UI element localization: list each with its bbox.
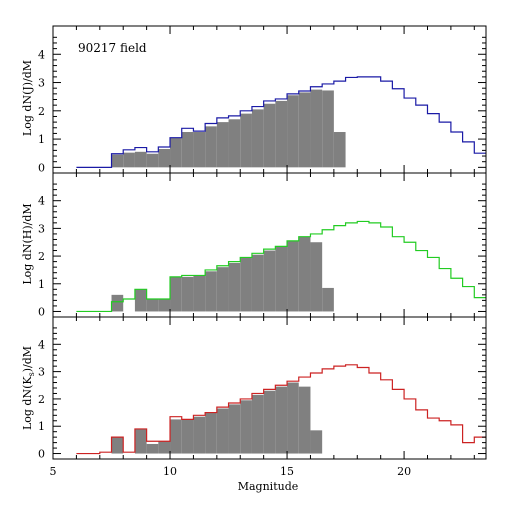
histogram-bar — [170, 419, 182, 454]
histogram-bar — [298, 92, 311, 168]
histogram-bar — [333, 132, 346, 168]
histogram-bar — [310, 89, 323, 168]
y-tick-label: 0 — [38, 161, 45, 174]
histogram-bar — [134, 289, 147, 312]
y-axis-label-ks-main: Log dN(K — [21, 376, 34, 430]
y-tick-label: 3 — [38, 222, 45, 235]
y-tick-label: 1 — [38, 278, 45, 291]
histogram-bar — [298, 386, 311, 454]
histogram-bar — [275, 246, 288, 312]
panel-j-band: 90217 field Log dN(J)/dM 0 1 2 3 4 — [21, 25, 487, 174]
histogram-bar — [228, 119, 241, 168]
histogram-bar — [111, 437, 124, 454]
histogram-bar — [275, 386, 288, 454]
x-tick-label: 20 — [397, 465, 411, 478]
y-tick-label: 2 — [38, 250, 45, 263]
panel-title: 90217 field — [78, 41, 147, 55]
histogram-bar — [298, 236, 311, 312]
x-tick-label: 5 — [50, 465, 57, 478]
y-axis-label-ks-sub: s — [27, 372, 36, 376]
histogram-bar — [216, 267, 229, 312]
histogram-bar — [193, 416, 206, 454]
histogram-bar — [158, 299, 171, 312]
x-axis-label: Magnitude — [238, 480, 299, 493]
histogram-bar — [216, 408, 229, 454]
y-tick-label: 0 — [38, 448, 45, 461]
histogram-bar — [287, 382, 299, 454]
y-axis-label-ks: Log dN(Ks)/dM — [21, 346, 36, 430]
histogram-bar — [240, 113, 252, 168]
histogram-bar — [275, 100, 288, 168]
histogram-bar — [263, 103, 276, 168]
histogram-bar — [158, 441, 171, 454]
histogram-bar — [158, 148, 171, 168]
y-tick-label: 4 — [38, 195, 45, 208]
y-tick-label: 0 — [38, 305, 45, 318]
y-axis-label-j: Log dN(J)/dM — [21, 60, 34, 136]
x-tick-label: 15 — [280, 465, 294, 478]
y-tick-label: 2 — [38, 393, 45, 406]
y-tick-label: 4 — [38, 48, 45, 61]
histogram-bar — [146, 153, 159, 168]
histogram-bar — [310, 430, 323, 454]
histogram-bar — [228, 404, 241, 454]
histogram-bar — [170, 137, 182, 168]
x-tick-label: 10 — [163, 465, 177, 478]
histogram-bar — [205, 412, 217, 454]
histogram-bar — [170, 276, 182, 312]
histogram-bar — [240, 257, 252, 312]
histogram-bar — [216, 122, 229, 168]
histogram-bar — [134, 151, 147, 168]
histogram-bar — [251, 394, 264, 454]
histogram-bar — [134, 428, 147, 454]
histogram-bar — [193, 132, 206, 168]
y-tick-label: 3 — [38, 77, 45, 90]
histogram-bar — [251, 254, 264, 312]
histogram-bar — [181, 132, 194, 168]
panel-ks-band: Log dN(Ks)/dM Magnitude 0 1 2 3 4 5 10 15 20 — [21, 316, 487, 493]
histogram-bar — [263, 250, 276, 312]
histogram-bar — [251, 109, 264, 168]
histogram-bar — [146, 443, 159, 454]
histogram-bar — [240, 400, 252, 454]
histogram-bar — [193, 275, 206, 312]
histogram-bar — [322, 90, 334, 168]
histogram-bar — [228, 263, 241, 312]
histogram-bar — [322, 287, 334, 312]
histogram-bar — [263, 390, 276, 454]
histogram-bar — [111, 154, 124, 168]
histogram-bar — [181, 419, 194, 454]
y-tick-label: 1 — [38, 420, 45, 433]
histogram-bar — [287, 95, 299, 168]
y-tick-label: 2 — [38, 105, 45, 118]
y-axis-label-ks-tail: )/dM — [21, 346, 34, 372]
step-line — [76, 364, 486, 455]
y-tick-label: 4 — [38, 338, 45, 351]
y-axis-label-h: Log dN(H)/dM — [21, 203, 34, 284]
histogram-bar — [111, 294, 124, 312]
histogram-bar — [310, 242, 323, 312]
histogram-bar — [287, 240, 299, 312]
y-tick-label: 3 — [38, 366, 45, 379]
histogram-bar — [146, 299, 159, 312]
y-tick-label: 1 — [38, 133, 45, 146]
histogram-bar — [123, 152, 135, 168]
step-line — [76, 76, 486, 168]
panel-h-band: Log dN(H)/dM 0 1 2 3 4 — [21, 172, 487, 318]
step-line — [76, 220, 486, 313]
histogram-bar — [181, 276, 194, 312]
histogram-bar — [205, 126, 217, 168]
histogram-bar — [205, 271, 217, 312]
